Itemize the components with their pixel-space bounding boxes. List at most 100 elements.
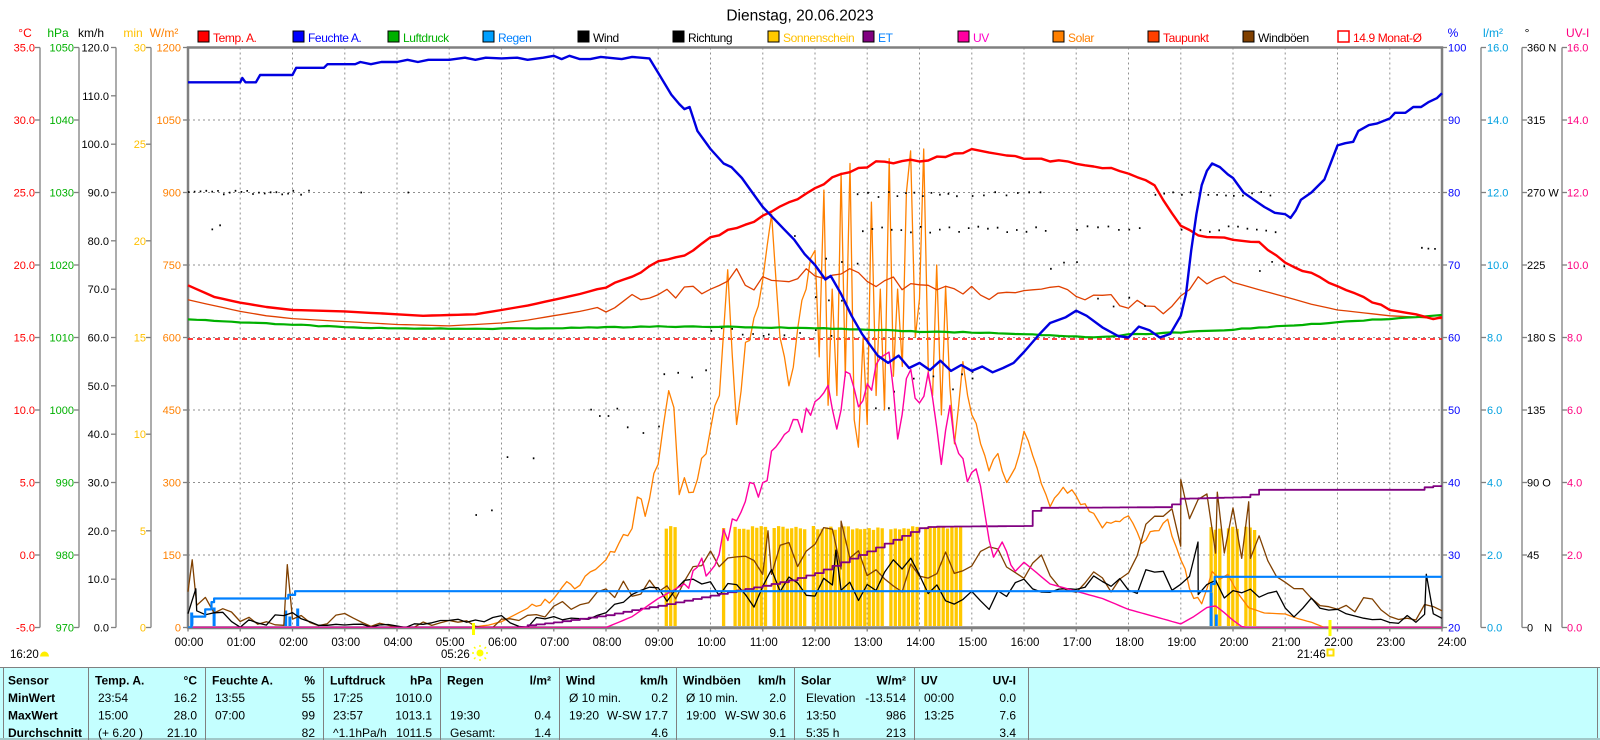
svg-text:300: 300: [163, 478, 181, 490]
svg-text:W-SW 17.7: W-SW 17.7: [607, 709, 668, 723]
svg-text:Solar: Solar: [1068, 31, 1094, 45]
svg-text:°C: °C: [18, 26, 32, 40]
svg-text:20: 20: [134, 236, 146, 248]
svg-text:Wind: Wind: [593, 31, 619, 45]
svg-text:0.0: 0.0: [1567, 623, 1582, 635]
svg-text:1011.5: 1011.5: [396, 726, 432, 740]
svg-text:90 O: 90 O: [1527, 478, 1551, 490]
svg-text:01:00: 01:00: [227, 637, 256, 649]
svg-text:0.0: 0.0: [20, 550, 35, 562]
svg-text:1040: 1040: [50, 115, 74, 127]
svg-text:40.0: 40.0: [88, 429, 109, 441]
svg-text:Durchschnitt: Durchschnitt: [8, 726, 82, 740]
svg-text:05:00: 05:00: [436, 637, 465, 649]
svg-text:70.0: 70.0: [88, 284, 109, 296]
svg-text:980: 980: [56, 550, 74, 562]
svg-text:8.0: 8.0: [1487, 333, 1502, 345]
svg-text:19:30: 19:30: [450, 709, 480, 723]
svg-text:14.9 Monat-Ø: 14.9 Monat-Ø: [1353, 31, 1422, 45]
svg-text:Regen: Regen: [498, 31, 531, 45]
svg-text:180 S: 180 S: [1527, 333, 1556, 345]
svg-text:1200: 1200: [157, 43, 181, 55]
svg-text:Elevation: Elevation: [806, 691, 855, 705]
svg-text:Sonnenschein: Sonnenschein: [783, 31, 854, 45]
svg-text:1050: 1050: [50, 43, 74, 55]
svg-text:17:25: 17:25: [333, 691, 363, 705]
svg-text:30.0: 30.0: [14, 115, 35, 127]
svg-text:04:00: 04:00: [384, 637, 413, 649]
svg-text:45: 45: [1527, 550, 1539, 562]
svg-text:km/h: km/h: [78, 26, 104, 40]
svg-text:Ø 10 min.: Ø 10 min.: [569, 691, 621, 705]
svg-text:Solar: Solar: [801, 674, 831, 688]
svg-text:0.0: 0.0: [999, 691, 1016, 705]
svg-text:315: 315: [1527, 115, 1545, 127]
svg-text:UV: UV: [973, 31, 989, 45]
svg-text:Luftdruck: Luftdruck: [403, 31, 450, 45]
svg-text:900: 900: [163, 188, 181, 200]
svg-text:10: 10: [134, 429, 146, 441]
svg-text:2.0: 2.0: [1567, 550, 1582, 562]
svg-text:14:00: 14:00: [906, 637, 935, 649]
svg-text:20.0: 20.0: [14, 260, 35, 272]
svg-text:%: %: [304, 674, 315, 688]
svg-text:4.6: 4.6: [651, 726, 668, 740]
svg-text:750: 750: [163, 260, 181, 272]
svg-text:UV-I: UV-I: [1566, 26, 1589, 40]
svg-text:600: 600: [163, 333, 181, 345]
svg-text:Temp. A.: Temp. A.: [95, 674, 144, 688]
svg-text:UV: UV: [921, 674, 938, 688]
svg-text:16:20: 16:20: [10, 649, 39, 661]
svg-text:80: 80: [1448, 188, 1460, 200]
svg-text:06:00: 06:00: [488, 637, 517, 649]
svg-text:1010: 1010: [50, 333, 74, 345]
svg-text:24:00: 24:00: [1438, 637, 1467, 649]
svg-text:Feuchte A.: Feuchte A.: [212, 674, 273, 688]
svg-text:13:50: 13:50: [806, 709, 836, 723]
svg-text:16.0: 16.0: [1567, 43, 1588, 55]
svg-text:5.0: 5.0: [20, 478, 35, 490]
svg-text:11:00: 11:00: [750, 637, 778, 649]
svg-text:50.0: 50.0: [88, 381, 109, 393]
svg-text:Dienstag, 20.06.2023: Dienstag, 20.06.2023: [726, 8, 873, 25]
svg-text:225: 225: [1527, 260, 1545, 272]
svg-text:0: 0: [175, 623, 181, 635]
svg-text:Taupunkt: Taupunkt: [1163, 31, 1210, 45]
svg-text:hPa: hPa: [410, 674, 432, 688]
svg-text:min: min: [123, 26, 142, 40]
svg-text:(+ 6.20 ): (+ 6.20 ): [98, 726, 143, 740]
svg-text:12.0: 12.0: [1567, 188, 1588, 200]
svg-text:-13.514: -13.514: [865, 691, 906, 705]
svg-text:00:00: 00:00: [175, 637, 204, 649]
svg-text:°C: °C: [184, 674, 198, 688]
svg-text:W-SW 30.6: W-SW 30.6: [725, 709, 786, 723]
svg-text:5:35 h: 5:35 h: [806, 726, 839, 740]
svg-text:23:54: 23:54: [98, 691, 128, 705]
svg-text:0.0: 0.0: [1487, 623, 1502, 635]
svg-text:25.0: 25.0: [14, 188, 35, 200]
svg-text:90: 90: [1448, 115, 1460, 127]
svg-text:18:00: 18:00: [1115, 637, 1144, 649]
svg-text:970: 970: [56, 623, 74, 635]
svg-text:986: 986: [886, 709, 906, 723]
svg-text:99: 99: [302, 709, 316, 723]
svg-text:22:00: 22:00: [1324, 637, 1353, 649]
svg-text:100: 100: [1448, 43, 1466, 55]
svg-text:16.0: 16.0: [1487, 43, 1508, 55]
svg-text:^1.1hPa/h: ^1.1hPa/h: [333, 726, 387, 740]
svg-text:10.0: 10.0: [14, 405, 35, 417]
svg-text:0.0: 0.0: [94, 623, 109, 635]
svg-text:14.0: 14.0: [1487, 115, 1508, 127]
svg-text:02:00: 02:00: [279, 637, 308, 649]
svg-text:4.0: 4.0: [1487, 478, 1502, 490]
svg-text:08:00: 08:00: [593, 637, 622, 649]
svg-text:12.0: 12.0: [1487, 188, 1508, 200]
svg-text:25: 25: [134, 139, 146, 151]
svg-text:10.0: 10.0: [1567, 260, 1588, 272]
svg-text:360 N: 360 N: [1527, 43, 1556, 55]
svg-text:10:00: 10:00: [697, 637, 726, 649]
svg-text:13:55: 13:55: [215, 691, 245, 705]
svg-text:W/m²: W/m²: [150, 26, 179, 40]
svg-text:20: 20: [1448, 623, 1460, 635]
svg-text:450: 450: [163, 405, 181, 417]
